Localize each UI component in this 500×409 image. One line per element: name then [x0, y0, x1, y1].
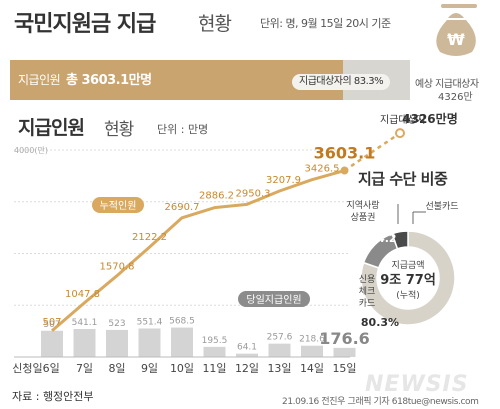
- slice-name-label: 신용: [359, 274, 376, 285]
- ring-slice: [391, 230, 409, 250]
- bar-value-label: 507: [43, 320, 60, 330]
- page-title: 국민지원금 지급: [14, 12, 156, 37]
- recipients-label: 지급인원: [18, 73, 61, 87]
- bar: [73, 328, 96, 357]
- ratio-badge: 지급대상자의 83.3%: [292, 74, 391, 90]
- bar-value-label: 523: [108, 319, 125, 329]
- bar: [333, 347, 356, 357]
- bar-value-label: 257.6: [267, 333, 293, 343]
- x-tick-label: 13일: [267, 361, 291, 375]
- watermark: NEWSIS: [365, 372, 469, 397]
- bar-value-label: 551.4: [137, 317, 163, 327]
- line-point: [340, 166, 349, 175]
- bar: [203, 346, 226, 357]
- ring-slice: [360, 230, 456, 326]
- bar: [41, 330, 63, 357]
- bar-value-label: 64.1: [237, 343, 257, 353]
- bar: [236, 353, 258, 357]
- line-value-label: 3603.1: [314, 144, 376, 163]
- bar-value-label: 218.6: [299, 335, 325, 345]
- x-tick-label: 10일: [170, 361, 194, 375]
- line-series-name: 누적인원: [100, 200, 137, 212]
- recipients-total: 총 3603.1만명: [66, 73, 152, 88]
- unit-note: 단위: 명, 9월 15일 20시 기준: [260, 17, 391, 30]
- bar: [268, 343, 291, 357]
- slice-name-label: 지역사랑: [346, 199, 379, 211]
- y-max-label: 4000(만): [14, 146, 48, 155]
- chart-title: 지급인원: [18, 117, 85, 139]
- slice-name-label: 카드: [359, 298, 376, 309]
- ring-center-value: 9조 77억: [380, 273, 436, 288]
- target-value-label: 4326만명: [402, 111, 457, 126]
- bar: [171, 327, 193, 357]
- target-point: [395, 128, 405, 139]
- line-value-label: 2886.2: [199, 191, 234, 202]
- slice-name-label: 상품권: [351, 211, 376, 223]
- target-label: 지급대상자: [380, 114, 426, 126]
- chart-unit: 단위 : 만명: [157, 123, 209, 136]
- bar-value-label: 568.5: [169, 317, 195, 327]
- chart-title-light: 현황: [104, 120, 134, 140]
- ring-center-note: (누적): [396, 289, 420, 301]
- progress-fill: [10, 60, 344, 100]
- page-title-light: 현황: [198, 13, 232, 35]
- source-note: 자료 : 행정안전부: [12, 390, 94, 403]
- line-value-label: 2122.2: [132, 232, 167, 243]
- credit-note: 21.09.16 전진우 그래픽 기자 618tue@newsis.com: [282, 397, 479, 407]
- target-value: 4326만: [438, 92, 473, 103]
- x-tick-label: 12일: [235, 361, 259, 375]
- slice-name-label: 선불카드: [425, 201, 458, 212]
- x-tick-label: 7일: [76, 361, 93, 375]
- line-value-label: 2690.7: [165, 202, 200, 213]
- x-tick-label: 8일: [108, 361, 125, 375]
- line-value-label: 3207.9: [266, 175, 301, 186]
- bar: [106, 329, 128, 357]
- line-value-label: 1570.8: [100, 262, 135, 273]
- slice-value-label: 14.2: [369, 232, 396, 245]
- ring-center-label: 지급금액: [391, 259, 424, 271]
- x-tick-label: 15일: [332, 361, 356, 375]
- bar-series-badge: [238, 291, 310, 307]
- line-value-label: 1047.8: [65, 289, 100, 300]
- line-value-label: 507: [42, 317, 61, 328]
- bar-value-label: 541.1: [72, 318, 98, 328]
- line-value-label: 3426.5: [305, 164, 340, 175]
- line-value-label: 2950.3: [236, 188, 271, 199]
- cumulative-line: [51, 169, 345, 332]
- target-dashed-line: [343, 132, 401, 172]
- slice-name-label: 체크: [359, 286, 376, 297]
- target-label: 예상 지급대상자: [415, 79, 479, 90]
- x-tick-label: 11일: [202, 361, 226, 375]
- bar-value-label: 195.5: [202, 336, 228, 346]
- bar: [301, 345, 323, 357]
- bar-series-name: 당일지급인원: [246, 294, 301, 306]
- bar: [138, 328, 161, 357]
- slice-value-label: 80.3%: [361, 316, 399, 329]
- bar-value-label: 176.6: [319, 329, 370, 348]
- line-series-badge: [92, 197, 144, 213]
- x-tick-label: 신청일6일: [12, 361, 59, 375]
- ring-title: 지급 수단 비중: [358, 170, 448, 188]
- slice-value-label: 5.5: [400, 222, 420, 235]
- x-tick-label: 14일: [300, 361, 324, 375]
- x-tick-label: 9일: [141, 361, 158, 375]
